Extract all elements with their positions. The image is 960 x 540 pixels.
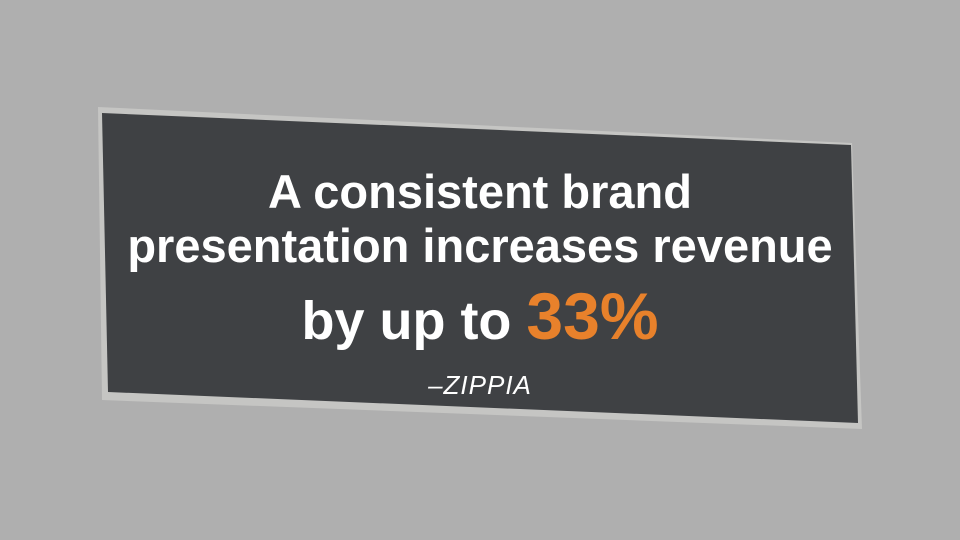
- quote-line-2: presentation increases revenue: [127, 219, 833, 272]
- quote-stat-line: by up to 33%: [0, 281, 960, 356]
- stat-prefix: by up to: [301, 291, 527, 351]
- attribution: –ZIPPIA: [428, 370, 532, 400]
- quote-line-1: A consistent brand: [268, 165, 692, 218]
- quote-card-shape: [102, 113, 858, 423]
- statistic-value: 33%: [526, 279, 659, 353]
- quote-headline: A consistent brand presentation increase…: [0, 165, 960, 273]
